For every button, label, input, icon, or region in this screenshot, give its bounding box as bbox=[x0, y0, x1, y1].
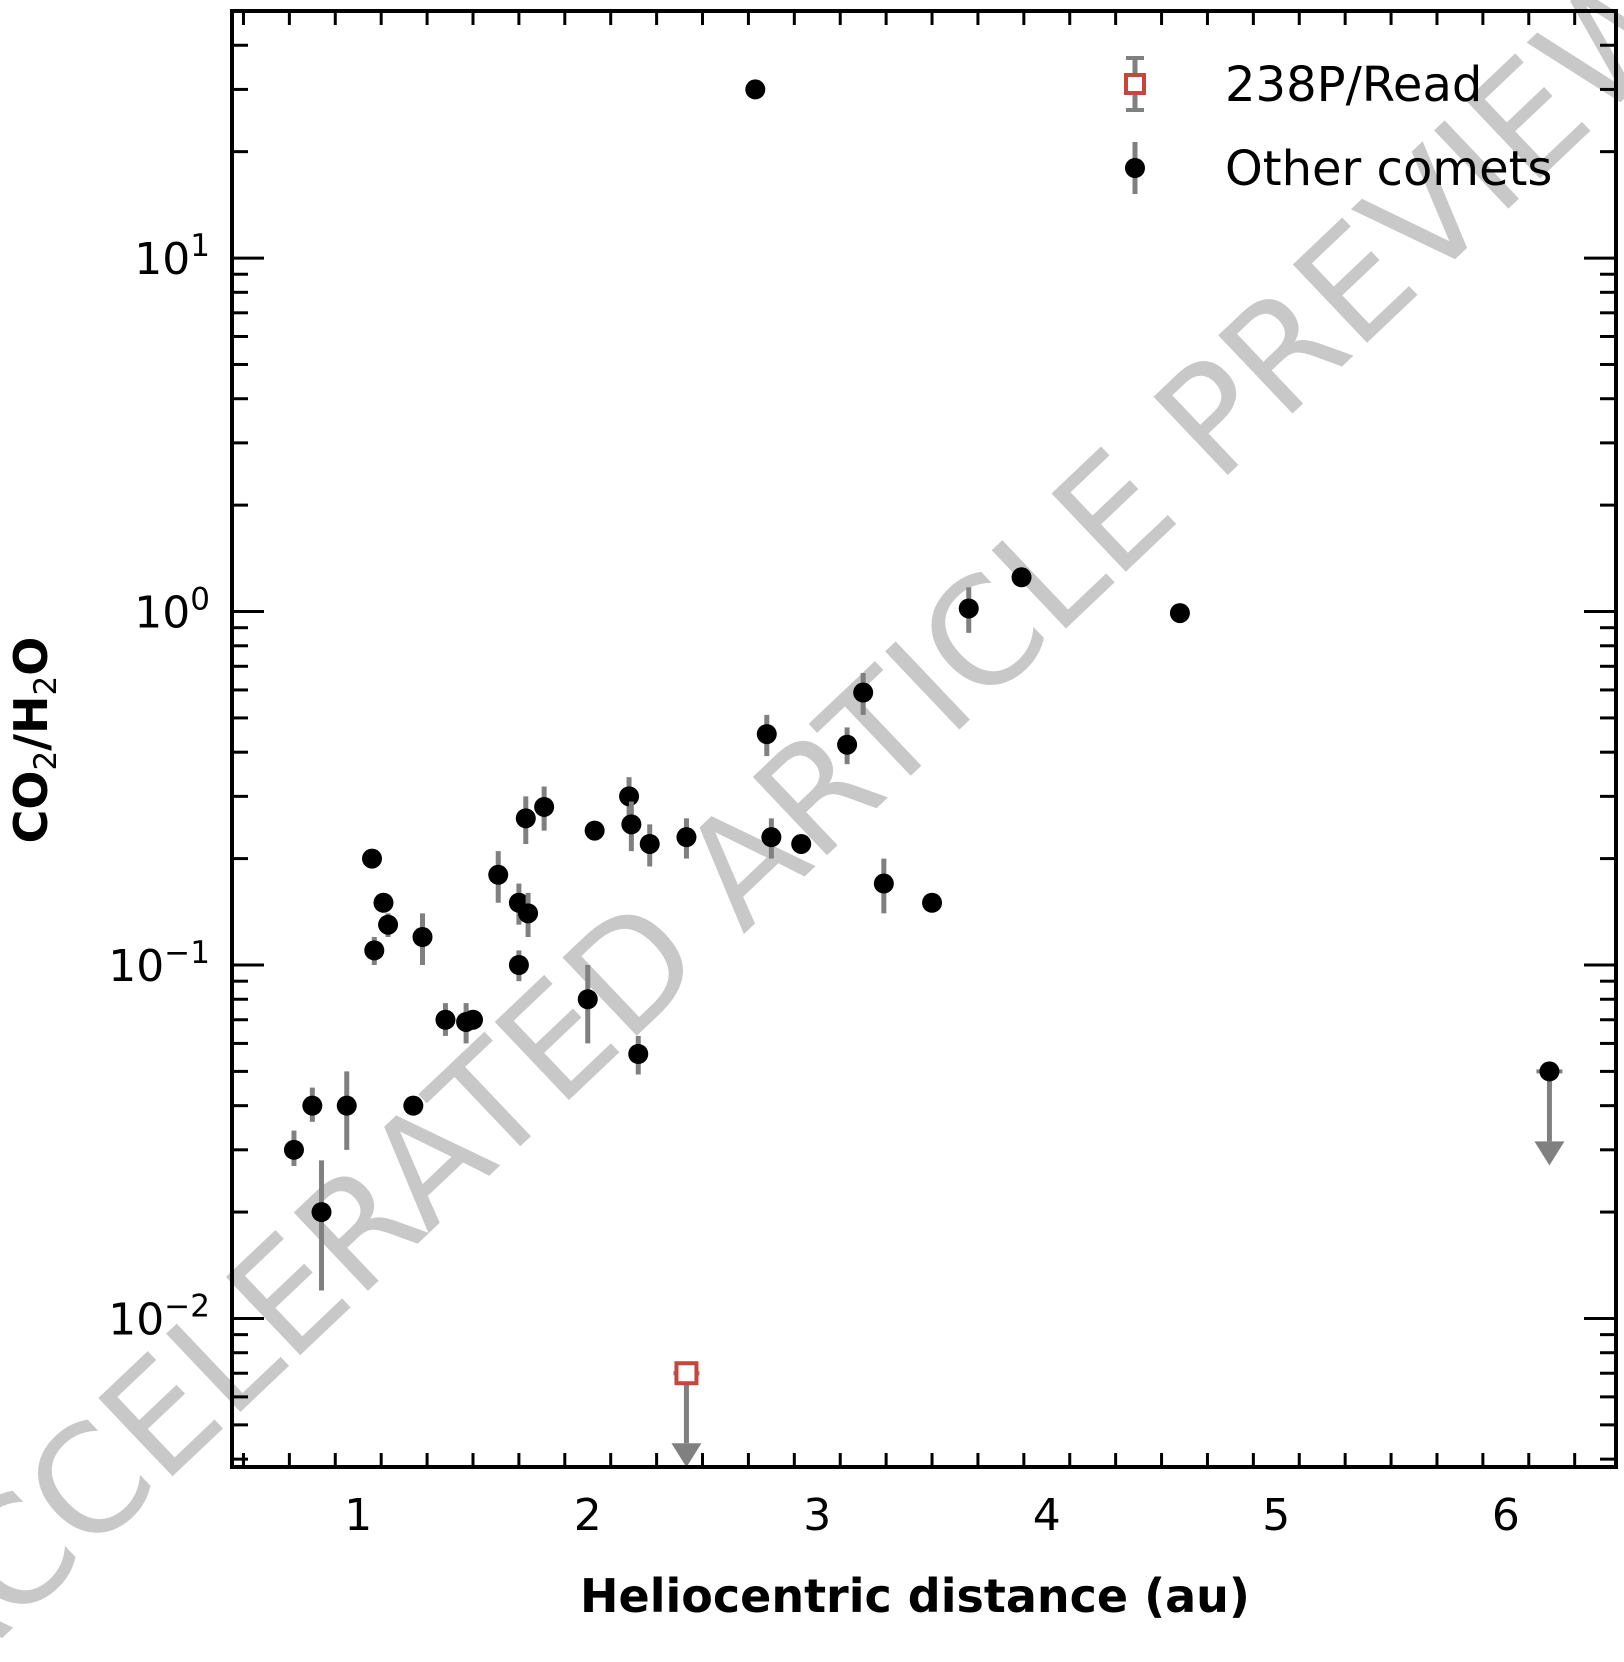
x-tick-label: 6 bbox=[1492, 1490, 1520, 1541]
other-comet-point bbox=[311, 1202, 332, 1223]
other-comet-point bbox=[373, 892, 394, 913]
other-comet-point bbox=[639, 833, 660, 854]
other-comet-point bbox=[1539, 1061, 1560, 1082]
plot-frame bbox=[230, 9, 1618, 1469]
upper-limit-arrowhead bbox=[671, 1443, 702, 1467]
other-comet-point bbox=[1169, 603, 1190, 624]
other-comet-point bbox=[922, 892, 943, 913]
legend-label: 238P/Read bbox=[1225, 57, 1482, 113]
other-comet-point bbox=[745, 79, 766, 100]
x-tick-label: 2 bbox=[574, 1490, 602, 1541]
y-tick-label: 10−2 bbox=[108, 1288, 210, 1345]
other-comet-point bbox=[378, 914, 399, 935]
y-tick-label: 100 bbox=[134, 582, 210, 639]
other-comet-point bbox=[619, 786, 640, 807]
other-comet-point bbox=[362, 848, 383, 869]
legend-marker-circle bbox=[1125, 158, 1145, 178]
x-tick-label: 4 bbox=[1033, 1490, 1061, 1541]
read-238p-point bbox=[674, 1361, 699, 1386]
other-comet-point bbox=[756, 724, 777, 745]
other-comet-point bbox=[403, 1095, 424, 1116]
other-comet-point bbox=[761, 827, 782, 848]
other-comet-point bbox=[628, 1044, 649, 1065]
other-comet-point bbox=[488, 864, 509, 885]
axis-ticks bbox=[232, 9, 1616, 1467]
x-tick-label: 1 bbox=[344, 1490, 372, 1541]
other-comet-point bbox=[577, 989, 598, 1010]
legend-label: Other comets bbox=[1225, 141, 1552, 197]
other-comet-point bbox=[515, 808, 536, 829]
other-comet-point bbox=[853, 682, 874, 703]
y-tick-label: 101 bbox=[134, 228, 210, 285]
other-comet-point bbox=[1011, 567, 1032, 588]
other-comet-point bbox=[837, 734, 858, 755]
other-comet-point bbox=[958, 598, 979, 619]
other-comet-point bbox=[873, 873, 894, 894]
other-comet-point bbox=[302, 1095, 323, 1116]
legend-marker-square bbox=[1124, 73, 1146, 95]
upper-limit-arrowhead bbox=[1534, 1141, 1565, 1166]
other-comet-point bbox=[534, 796, 555, 817]
legend: 238P/Read Other comets bbox=[1124, 56, 1552, 197]
other-comet-point bbox=[364, 940, 385, 961]
other-comet-point bbox=[791, 833, 812, 854]
other-comet-point bbox=[621, 814, 642, 835]
other-comet-point bbox=[435, 1009, 456, 1030]
data-points bbox=[283, 79, 1565, 1467]
tick-labels: 1 2 3 4 5 6 10−2 10−1 100 101 bbox=[108, 228, 1520, 1541]
y-axis-title: CO2/H2O bbox=[4, 637, 64, 844]
other-comet-point bbox=[508, 954, 529, 975]
y-tick-label: 10−1 bbox=[108, 935, 210, 992]
other-comet-point bbox=[412, 927, 433, 948]
other-comet-point bbox=[676, 827, 697, 848]
x-tick-label: 3 bbox=[803, 1490, 831, 1541]
other-comet-point bbox=[336, 1095, 357, 1116]
other-comet-point bbox=[518, 903, 539, 924]
other-comet-point bbox=[283, 1139, 304, 1160]
other-comet-point bbox=[462, 1009, 483, 1030]
x-tick-label: 5 bbox=[1262, 1490, 1290, 1541]
other-comet-point bbox=[584, 820, 605, 841]
x-axis-title: Heliocentric distance (au) bbox=[580, 1569, 1250, 1623]
